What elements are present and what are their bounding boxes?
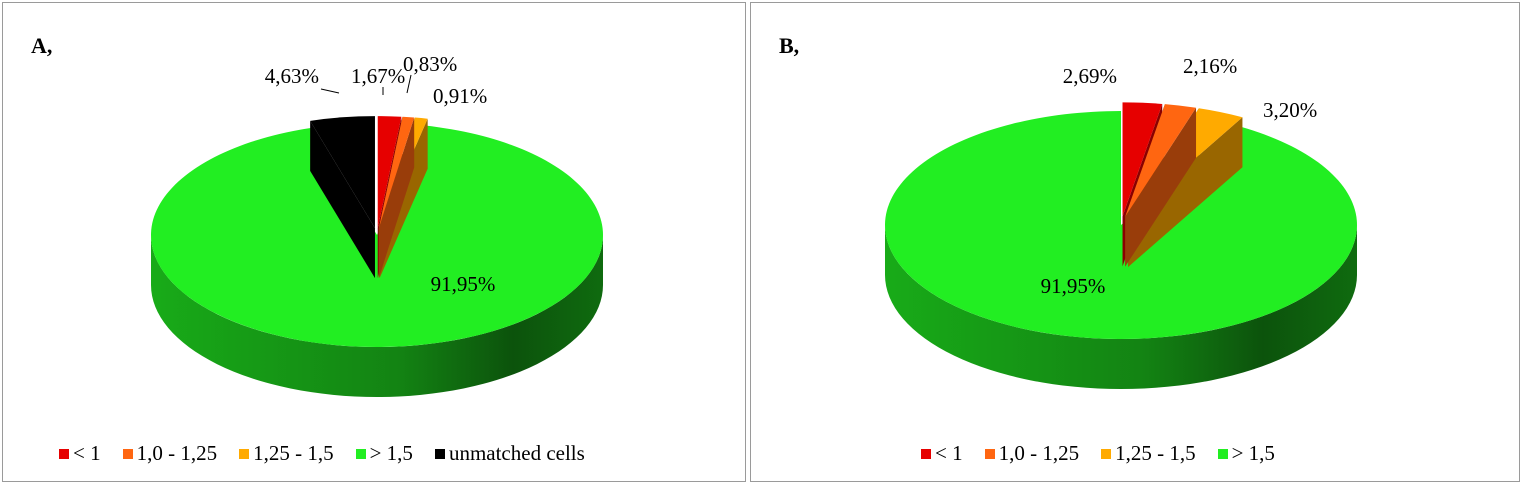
legend-label: 1,25 - 1,5 xyxy=(1115,441,1196,465)
legend-swatch xyxy=(122,448,133,459)
pie-slice xyxy=(310,116,375,279)
panel-a-label: A, xyxy=(31,33,53,58)
data-label: 91,95% xyxy=(1041,274,1106,298)
panel-a: A, 1,67% 0,83% 0,91% 91,95% 4,63% < 1 1,0 - … xyxy=(2,2,746,482)
data-label: 3,20% xyxy=(1263,98,1317,122)
pie-slice-wall xyxy=(1125,107,1197,267)
legend-item: > 1,5 xyxy=(355,441,413,466)
legend-swatch xyxy=(239,448,250,459)
legend-label: 1,0 - 1,25 xyxy=(998,441,1080,465)
pie-slice xyxy=(150,125,603,397)
legend-label: 1,0 - 1,25 xyxy=(136,441,218,465)
pie-slice-top xyxy=(310,116,375,229)
legend-item: 1,0 - 1,25 xyxy=(984,441,1080,466)
data-label: 91,95% xyxy=(431,272,496,296)
pie-slice-top xyxy=(1125,104,1197,217)
data-label: 2,16% xyxy=(1183,54,1237,78)
leader-line xyxy=(406,74,412,94)
legend-swatch xyxy=(1101,448,1112,459)
legend-label: < 1 xyxy=(73,441,101,465)
legend-swatch xyxy=(921,448,931,459)
legend-item: 1,25 - 1,5 xyxy=(239,441,334,466)
legend-b: < 1 1,0 - 1,25 1,25 - 1,5 > 1,5 xyxy=(921,441,1297,466)
legend-swatch xyxy=(984,448,995,459)
leader-line xyxy=(320,88,340,94)
legend-swatch xyxy=(59,448,69,459)
pie-slice-top xyxy=(1122,102,1163,217)
pie-slice-top xyxy=(377,116,402,229)
legend-label: > 1,5 xyxy=(1231,441,1275,465)
pie-slice xyxy=(885,111,1357,389)
pie-slice xyxy=(1125,104,1197,267)
legend-a: < 1 1,0 - 1,25 1,25 - 1,5 > 1,5 unmatche… xyxy=(59,441,607,466)
data-label: 4,63% xyxy=(265,64,319,88)
legend-label: unmatched cells xyxy=(448,441,585,465)
pie-slice-top xyxy=(378,116,415,229)
legend-label: < 1 xyxy=(935,441,963,465)
legend-item: unmatched cells xyxy=(434,441,585,466)
pie-slice xyxy=(378,116,415,279)
pie-slice-wall xyxy=(310,120,375,279)
panel-b-label: B, xyxy=(779,33,800,58)
legend-swatch xyxy=(1217,448,1228,459)
legend-swatch xyxy=(434,448,445,459)
pie-chart-a: 1,67%0,83% 0,91% 91,95% 4,63% xyxy=(150,52,603,397)
data-label: 1,67% xyxy=(351,64,405,88)
data-label: 0,83% xyxy=(403,52,457,76)
legend-item: > 1,5 xyxy=(1217,441,1275,466)
legend-label: > 1,5 xyxy=(369,441,413,465)
legend-item: < 1 xyxy=(59,441,101,466)
pie-slice-top xyxy=(150,125,603,347)
pie-slice-side xyxy=(151,235,603,397)
legend-swatch xyxy=(355,448,366,459)
data-label: 0,91% xyxy=(433,84,487,108)
legend-item: 1,0 - 1,25 xyxy=(122,441,218,466)
pie-chart-b: 2,69% 2,16% 3,20% 91,95% xyxy=(885,54,1357,389)
pie-slice-wall xyxy=(1128,117,1243,268)
data-label: 2,69% xyxy=(1063,64,1117,88)
legend-label: 1,25 - 1,5 xyxy=(253,441,334,465)
panel-b: B, 2,69% 2,16% 3,20% 91,95% < 1 1,0 - 1,25 … xyxy=(750,2,1520,482)
pie-slice-side xyxy=(885,225,1357,389)
pie-slice-wall xyxy=(378,117,415,279)
legend-item: 1,25 - 1,5 xyxy=(1101,441,1196,466)
pie-slice-top xyxy=(885,111,1357,339)
legend-item: < 1 xyxy=(921,441,963,466)
